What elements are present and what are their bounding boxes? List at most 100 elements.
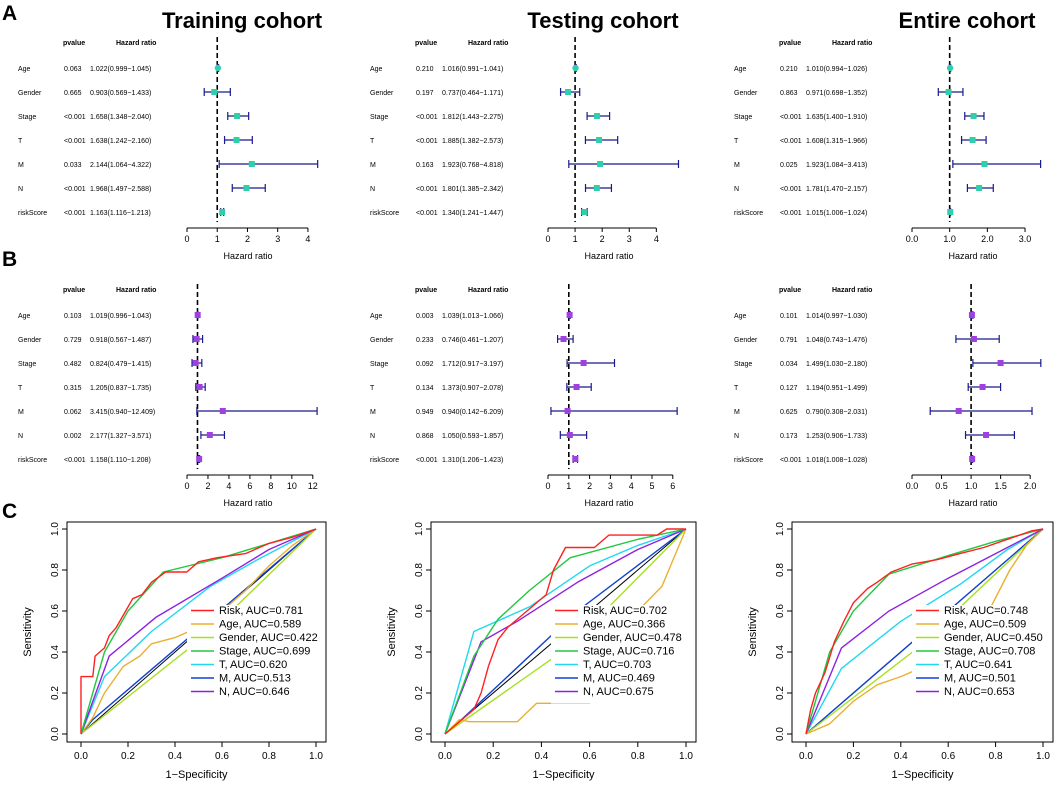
pvalue-label: 0.173	[780, 433, 798, 440]
pvalue-label: 0.025	[780, 162, 798, 169]
hr-label: 3.415(0.940−12.409)	[90, 409, 155, 416]
legend-label: T, AUC=0.641	[944, 659, 1012, 671]
legend-label: Age, AUC=0.366	[583, 619, 665, 631]
x-tick-label: 0.6	[583, 751, 597, 762]
pvalue-label: <0.001	[64, 210, 86, 217]
pvalue-label: <0.001	[416, 210, 438, 217]
hr-point	[234, 113, 241, 119]
y-tick-label: 0.2	[414, 686, 425, 700]
variable-label: M	[18, 409, 24, 416]
hr-label: 1.205(0.837−1.735)	[90, 385, 151, 392]
panel-label-a: A	[2, 2, 17, 25]
hr-point	[564, 89, 571, 95]
legend-label: Gender, AUC=0.478	[583, 632, 682, 644]
variable-label: Stage	[734, 114, 752, 121]
roc-curve-risk	[80, 528, 317, 734]
hr-point	[596, 137, 603, 143]
hr-label: 1.340(1.241−1.447)	[442, 210, 503, 217]
y-tick-label: 0.4	[50, 645, 61, 659]
legend-label: Age, AUC=0.509	[944, 619, 1026, 631]
variable-label: M	[18, 162, 24, 169]
variable-label: Age	[734, 313, 747, 320]
hr-point	[248, 161, 255, 167]
hr-point	[560, 336, 567, 342]
x-tick-label: 3	[608, 481, 613, 491]
pvalue-label: 0.062	[64, 409, 82, 416]
pvalue-label: 0.791	[780, 337, 798, 344]
variable-label: M	[370, 162, 376, 169]
forest-title: Training cohort	[162, 8, 323, 33]
hr-label: 1.801(1.385−2.342)	[442, 186, 503, 193]
hr-point	[572, 64, 579, 72]
pvalue-header: pvalue	[63, 287, 85, 294]
x-tick-label: 1.0	[965, 481, 978, 491]
hr-label: 1.781(1.470−2.157)	[806, 186, 867, 193]
x-tick-label: 0.0	[799, 751, 813, 762]
x-axis-title: Hazard ratio	[948, 251, 997, 261]
x-tick-label: 0	[545, 481, 550, 491]
x-tick-label: 2.0	[1024, 481, 1037, 491]
variable-label: Gender	[734, 90, 758, 97]
variable-label: Gender	[370, 337, 394, 344]
pvalue-header: pvalue	[415, 40, 437, 47]
variable-label: N	[18, 186, 23, 193]
forest-title: Entire cohort	[899, 8, 1037, 33]
legend-label: T, AUC=0.703	[583, 659, 651, 671]
hr-point	[997, 360, 1004, 366]
pvalue-label: <0.001	[64, 457, 86, 464]
pvalue-label: 0.034	[780, 361, 798, 368]
pvalue-label: 0.127	[780, 385, 798, 392]
x-tick-label: 0.2	[121, 751, 135, 762]
y-tick-label: 0.2	[775, 686, 786, 700]
hr-label: 1.968(1.497−2.588)	[90, 186, 151, 193]
hr-label: 1.658(1.348−2.040)	[90, 114, 151, 121]
x-tick-label: 2	[587, 481, 592, 491]
roc-curve-n	[80, 528, 317, 735]
variable-label: Stage	[734, 361, 752, 368]
pvalue-label: 0.003	[416, 313, 434, 320]
hr-label: 0.903(0.569−1.433)	[90, 90, 151, 97]
legend-label: Gender, AUC=0.422	[219, 632, 318, 644]
hr-point	[580, 360, 587, 366]
hr-point	[969, 137, 976, 143]
pvalue-label: <0.001	[780, 114, 802, 121]
hr-point	[594, 113, 601, 119]
x-tick-label: 4	[654, 234, 659, 244]
x-axis-title: Hazard ratio	[584, 498, 633, 508]
y-tick-label: 0.8	[50, 563, 61, 577]
variable-label: Stage	[370, 361, 388, 368]
pvalue-label: 0.134	[416, 385, 434, 392]
hr-label: 1.014(0.997−1.030)	[806, 313, 867, 320]
variable-label: T	[370, 385, 375, 392]
variable-label: M	[734, 162, 740, 169]
roc-curve-stage	[444, 528, 687, 735]
legend-label: M, AUC=0.513	[219, 673, 291, 685]
pvalue-label: <0.001	[780, 210, 802, 217]
variable-label: Age	[18, 313, 31, 320]
variable-label: M	[734, 409, 740, 416]
roc-plot: 0.0 0.0 0.2 0.2 0.4 0.4 0.6 0.6 0.8 0.8 1.0 1.0 1−Sp…	[386, 521, 697, 781]
variable-label: riskScore	[370, 210, 399, 217]
hr-point	[219, 408, 226, 414]
legend-label: Risk, AUC=0.702	[583, 605, 667, 617]
pvalue-header: pvalue	[415, 287, 437, 294]
hr-point	[979, 384, 986, 390]
variable-label: riskScore	[734, 457, 763, 464]
hr-point	[968, 312, 975, 318]
x-tick-label: 6	[670, 481, 675, 491]
x-tick-label: 2	[245, 234, 250, 244]
pvalue-label: 0.033	[64, 162, 82, 169]
hazard-ratio-header: Hazard ratio	[832, 40, 872, 47]
y-tick-label: 0.8	[775, 563, 786, 577]
x-tick-label: 0.4	[894, 751, 908, 762]
hr-label: 1.712(0.917−3.197)	[442, 361, 503, 368]
legend-background	[551, 605, 688, 704]
variable-label: riskScore	[370, 457, 399, 464]
x-tick-label: 0	[184, 481, 189, 491]
x-tick-label: 1	[215, 234, 220, 244]
legend-label: N, AUC=0.646	[219, 686, 290, 698]
x-tick-label: 2.0	[981, 234, 994, 244]
x-tick-label: 4	[305, 234, 310, 244]
y-tick-label: 0.0	[775, 727, 786, 741]
